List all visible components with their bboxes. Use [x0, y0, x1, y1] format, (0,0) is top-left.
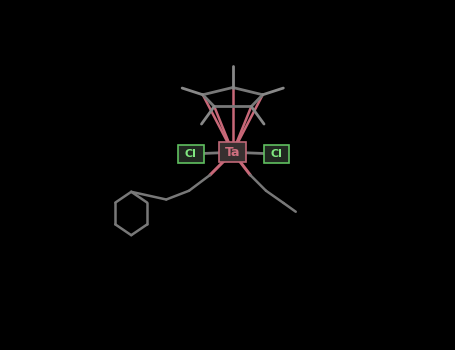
FancyBboxPatch shape — [263, 145, 289, 163]
Text: Cl: Cl — [271, 149, 283, 159]
Text: Ta: Ta — [225, 146, 241, 159]
FancyBboxPatch shape — [219, 142, 247, 162]
FancyBboxPatch shape — [178, 145, 204, 163]
Text: Cl: Cl — [185, 149, 197, 159]
